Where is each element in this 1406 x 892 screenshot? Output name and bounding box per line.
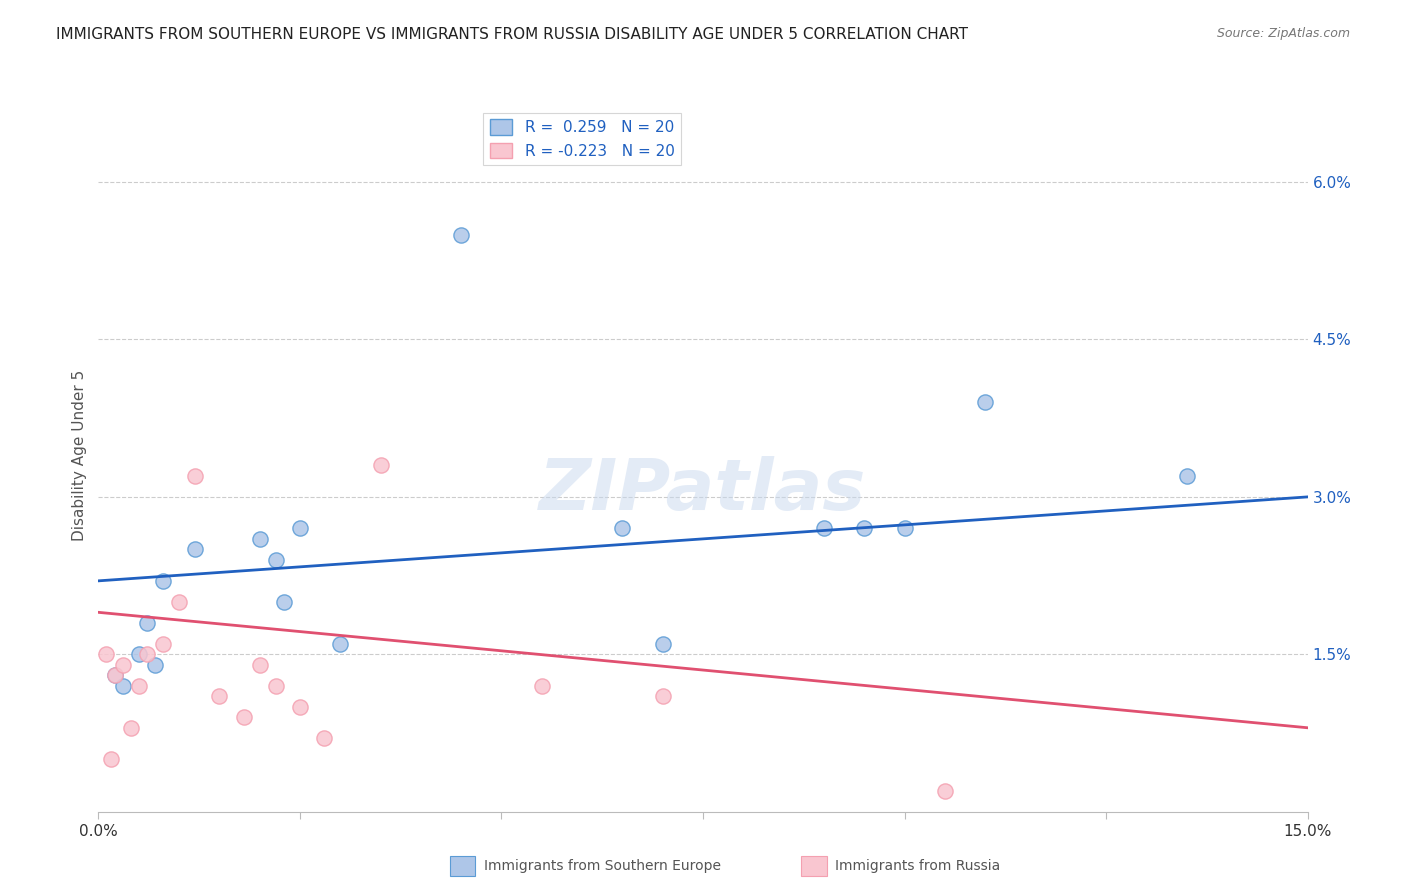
Point	[329, 637, 352, 651]
Point	[651, 690, 673, 704]
Point	[128, 679, 150, 693]
Text: Immigrants from Southern Europe: Immigrants from Southern Europe	[484, 859, 721, 873]
Point	[232, 710, 254, 724]
Point	[96, 648, 118, 662]
Point	[111, 657, 134, 672]
Point	[143, 657, 166, 672]
Point	[249, 657, 271, 672]
Point	[264, 679, 287, 693]
Point	[184, 469, 207, 483]
Point	[288, 521, 311, 535]
Point	[249, 532, 271, 546]
Point	[530, 679, 553, 693]
Point	[288, 699, 311, 714]
Point	[1175, 469, 1198, 483]
Point	[120, 721, 142, 735]
Point	[264, 553, 287, 567]
Text: Immigrants from Russia: Immigrants from Russia	[835, 859, 1001, 873]
Point	[103, 668, 125, 682]
Legend: R =  0.259   N = 20, R = -0.223   N = 20: R = 0.259 N = 20, R = -0.223 N = 20	[484, 113, 681, 165]
Text: IMMIGRANTS FROM SOUTHERN EUROPE VS IMMIGRANTS FROM RUSSIA DISABILITY AGE UNDER 5: IMMIGRANTS FROM SOUTHERN EUROPE VS IMMIG…	[56, 27, 969, 42]
Point	[853, 521, 876, 535]
Point	[370, 458, 392, 473]
Point	[450, 227, 472, 242]
Point	[893, 521, 915, 535]
Point	[128, 648, 150, 662]
Point	[152, 637, 174, 651]
Point	[184, 542, 207, 557]
Point	[111, 679, 134, 693]
Point	[974, 395, 997, 409]
Point	[813, 521, 835, 535]
Point	[612, 521, 634, 535]
Point	[135, 648, 157, 662]
Text: ZIPatlas: ZIPatlas	[540, 456, 866, 525]
Point	[208, 690, 231, 704]
Point	[103, 668, 125, 682]
Point	[167, 595, 190, 609]
Point	[934, 783, 956, 797]
Point	[651, 637, 673, 651]
Point	[100, 752, 122, 766]
Point	[314, 731, 336, 746]
Point	[273, 595, 295, 609]
Point	[135, 615, 157, 630]
Text: Source: ZipAtlas.com: Source: ZipAtlas.com	[1216, 27, 1350, 40]
Y-axis label: Disability Age Under 5: Disability Age Under 5	[72, 369, 87, 541]
Point	[152, 574, 174, 588]
